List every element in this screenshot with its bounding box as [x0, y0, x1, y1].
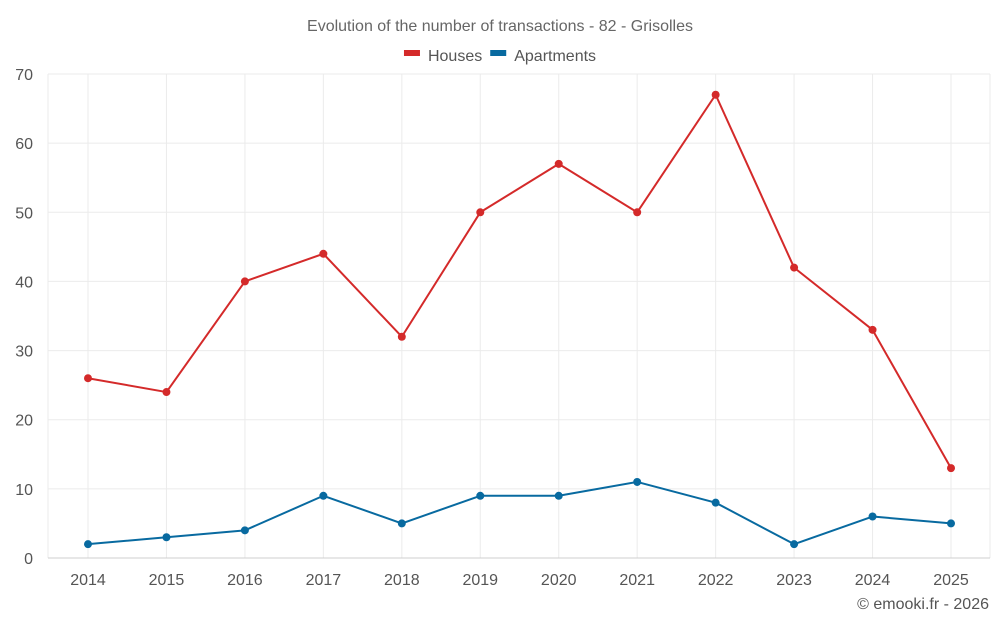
data-point-apartments[interactable] — [84, 540, 92, 549]
data-point-houses[interactable] — [397, 332, 406, 341]
y-tick-label: 30 — [15, 344, 33, 361]
y-tick-label: 70 — [15, 67, 33, 84]
legend-swatch — [403, 50, 420, 56]
x-tick-label: 2014 — [70, 572, 106, 589]
x-tick-label: 2021 — [619, 572, 655, 589]
legend-item-apartments[interactable]: Apartments — [490, 48, 596, 65]
data-point-houses[interactable] — [84, 374, 92, 383]
x-tick-label: 2020 — [541, 572, 577, 589]
data-point-houses[interactable] — [476, 208, 485, 217]
y-axis: 0 10 20 30 40 50 60 70 — [15, 67, 33, 568]
legend[interactable]: Houses Apartments — [403, 48, 596, 65]
data-point-apartments[interactable] — [397, 519, 406, 528]
data-point-apartments[interactable] — [240, 526, 249, 535]
x-tick-label: 2025 — [933, 572, 969, 589]
data-point-houses[interactable] — [947, 464, 955, 473]
x-tick-label: 2016 — [227, 572, 263, 589]
x-tick-label: 2024 — [855, 572, 891, 589]
data-point-apartments[interactable] — [947, 519, 955, 528]
chart-title: Evolution of the number of transactions … — [307, 18, 693, 35]
y-tick-label: 0 — [24, 551, 33, 568]
y-tick-label: 60 — [15, 136, 33, 153]
data-point-apartments[interactable] — [476, 491, 485, 500]
data-point-apartments[interactable] — [633, 477, 642, 486]
y-tick-label: 40 — [15, 274, 33, 291]
data-point-houses[interactable] — [240, 277, 249, 286]
data-point-apartments[interactable] — [554, 491, 563, 500]
data-point-apartments[interactable] — [162, 533, 171, 542]
series-apartments — [84, 477, 955, 549]
data-point-apartments[interactable] — [711, 498, 720, 507]
x-tick-label: 2018 — [384, 572, 420, 589]
x-tick-label: 2019 — [462, 572, 498, 589]
series-group — [84, 90, 955, 549]
data-point-houses[interactable] — [868, 325, 877, 334]
x-tick-label: 2015 — [149, 572, 185, 589]
series-line-apartments — [87, 480, 952, 546]
x-tick-label: 2017 — [306, 572, 342, 589]
data-point-apartments[interactable] — [790, 540, 799, 549]
x-axis: 2014 2015 2016 2017 2018 2019 2020 2021 2022 2023… — [70, 572, 969, 589]
legend-label: Apartments — [514, 48, 596, 65]
legend-swatch — [490, 50, 507, 56]
grid — [47, 73, 991, 559]
y-tick-label: 50 — [15, 205, 33, 222]
data-point-houses[interactable] — [319, 249, 328, 258]
legend-label: Houses — [428, 48, 482, 65]
series-houses — [84, 90, 955, 473]
x-tick-label: 2023 — [776, 572, 812, 589]
data-point-houses[interactable] — [711, 90, 720, 99]
data-point-houses[interactable] — [554, 159, 563, 168]
data-point-houses[interactable] — [633, 208, 642, 217]
y-tick-label: 20 — [15, 413, 33, 430]
data-point-houses[interactable] — [162, 388, 171, 397]
data-point-apartments[interactable] — [319, 491, 328, 500]
data-point-houses[interactable] — [790, 263, 799, 272]
series-line-houses — [87, 93, 952, 469]
credit-text: © emooki.fr - 2026 — [857, 596, 989, 613]
legend-item-houses[interactable]: Houses — [403, 48, 482, 65]
data-point-apartments[interactable] — [868, 512, 877, 521]
y-tick-label: 10 — [15, 482, 33, 499]
x-tick-label: 2022 — [698, 572, 734, 589]
